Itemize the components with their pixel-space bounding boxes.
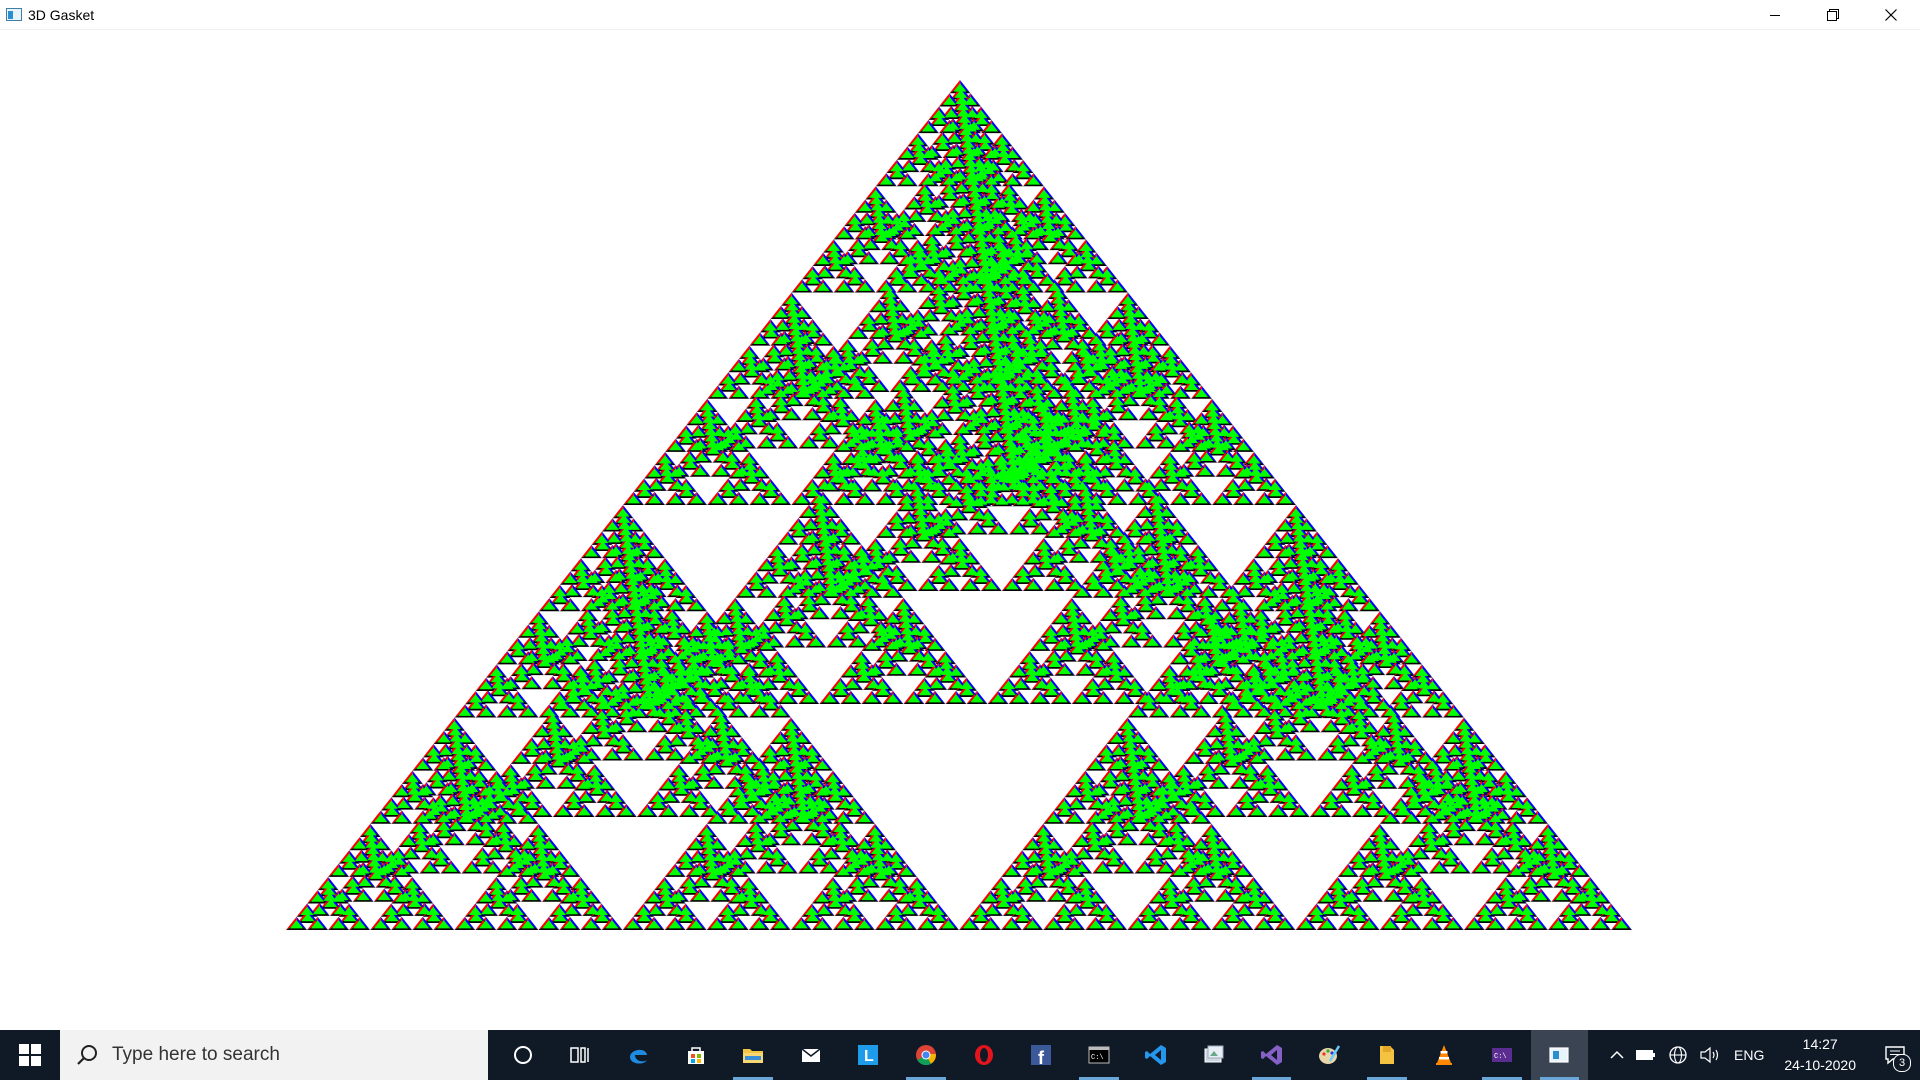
taskbar-app-facebook[interactable]: f: [1012, 1030, 1070, 1080]
close-icon: [1885, 8, 1897, 21]
network-button[interactable]: [1662, 1030, 1694, 1080]
search-placeholder: Type here to search: [112, 1044, 280, 1065]
svg-text:C:\: C:\: [1494, 1053, 1507, 1061]
taskbar-app-gasket-app[interactable]: [1530, 1030, 1589, 1080]
app-window: 3D Gasket: [0, 0, 1920, 1030]
minimize-icon: [1770, 14, 1780, 16]
taskbar-app-image-tool[interactable]: [1185, 1030, 1243, 1080]
battery-icon: [1636, 1050, 1656, 1060]
edge-icon: [629, 1049, 647, 1064]
console-icon: C:\: [1491, 1048, 1512, 1062]
gasket-front-face: [290, 83, 1629, 929]
taskbar-app-edge[interactable]: [609, 1030, 667, 1080]
notes-icon: [1379, 1046, 1394, 1064]
terminal-icon: C:\: [1088, 1046, 1110, 1064]
close-button[interactable]: [1862, 0, 1920, 29]
taskbar-app-notes[interactable]: [1358, 1030, 1416, 1080]
taskbar-app-paint[interactable]: [1300, 1030, 1358, 1080]
start-button[interactable]: [0, 1030, 60, 1080]
folder-icon: [743, 1049, 764, 1063]
taskbar-app-terminal[interactable]: C:\: [1070, 1030, 1128, 1080]
taskbar-app-console[interactable]: C:\: [1473, 1030, 1531, 1080]
taskbar-app-mail[interactable]: [782, 1030, 840, 1080]
sierpinski-gasket-render: [286, 80, 1632, 931]
taskbar-app-store[interactable]: [667, 1030, 725, 1080]
facebook-icon: f: [1031, 1045, 1052, 1067]
action-center-button[interactable]: 3: [1870, 1030, 1920, 1080]
visual-studio-icon: [1260, 1045, 1282, 1065]
chevron-up-icon: [1610, 1050, 1624, 1059]
minimize-button[interactable]: [1746, 0, 1804, 29]
l-app-icon: L: [858, 1045, 879, 1065]
svg-text:C:\: C:\: [1091, 1054, 1104, 1062]
taskbar-search-box[interactable]: Type here to search: [60, 1030, 488, 1080]
opera-icon: [974, 1045, 993, 1065]
clock-date: 24-10-2020: [1784, 1057, 1856, 1073]
taskbar-app-file-explorer[interactable]: [724, 1030, 782, 1080]
vscode-icon: [1145, 1045, 1167, 1065]
clock[interactable]: 14:27 24-10-2020: [1770, 1034, 1870, 1076]
taskbar-app-chrome[interactable]: [897, 1030, 955, 1080]
taskbar-app-task-view[interactable]: [552, 1030, 610, 1080]
language-indicator[interactable]: ENG: [1734, 1047, 1765, 1063]
window-title: 3D Gasket: [28, 6, 95, 23]
paint-icon: [1319, 1045, 1341, 1064]
taskbar-app-vlc[interactable]: [1416, 1030, 1474, 1080]
app-window-icon[interactable]: [6, 7, 22, 23]
chrome-icon: [915, 1045, 936, 1066]
vlc-icon: [1436, 1045, 1453, 1065]
taskbar-app-opera[interactable]: [955, 1030, 1013, 1080]
gasket-front-face-triangles: [290, 83, 1629, 929]
volume-button[interactable]: [1694, 1030, 1728, 1080]
restore-button[interactable]: [1804, 0, 1862, 29]
gasket-app-icon: [1549, 1047, 1570, 1063]
mail-icon: [801, 1048, 821, 1062]
search-icon: [77, 1045, 97, 1065]
store-icon: [687, 1047, 704, 1064]
title-bar[interactable]: 3D Gasket: [0, 0, 1920, 30]
notification-count-badge: 3: [1893, 1054, 1911, 1072]
image-tool-icon: [1204, 1045, 1224, 1063]
taskbar-app-vscode[interactable]: [1128, 1030, 1186, 1080]
gl-canvas-area[interactable]: [0, 30, 1920, 1030]
task-view-icon: [570, 1047, 590, 1063]
cortana-circle-icon: [513, 1046, 532, 1064]
battery-button[interactable]: [1630, 1030, 1662, 1080]
window-controls: [1746, 0, 1920, 29]
gasket-left-face-triangles: [286, 80, 1623, 930]
clock-time: 14:27: [1802, 1036, 1838, 1052]
tray-overflow-button[interactable]: [1604, 1030, 1630, 1080]
svg-text:L: L: [864, 1048, 874, 1065]
globe-network-icon: [1669, 1046, 1687, 1064]
svg-text:f: f: [1038, 1048, 1045, 1067]
system-tray: ENG 14:27 24-10-2020 3: [1604, 1030, 1920, 1080]
speaker-icon: [1700, 1046, 1719, 1064]
restore-icon: [1827, 8, 1839, 21]
windows-logo-icon: [19, 1044, 41, 1066]
taskbar-app-cortana[interactable]: [494, 1030, 552, 1080]
gasket-left-face: [286, 80, 1623, 930]
taskbar-app-launcher-l[interactable]: L: [840, 1030, 898, 1080]
taskbar-app-visual-studio[interactable]: [1243, 1030, 1301, 1080]
